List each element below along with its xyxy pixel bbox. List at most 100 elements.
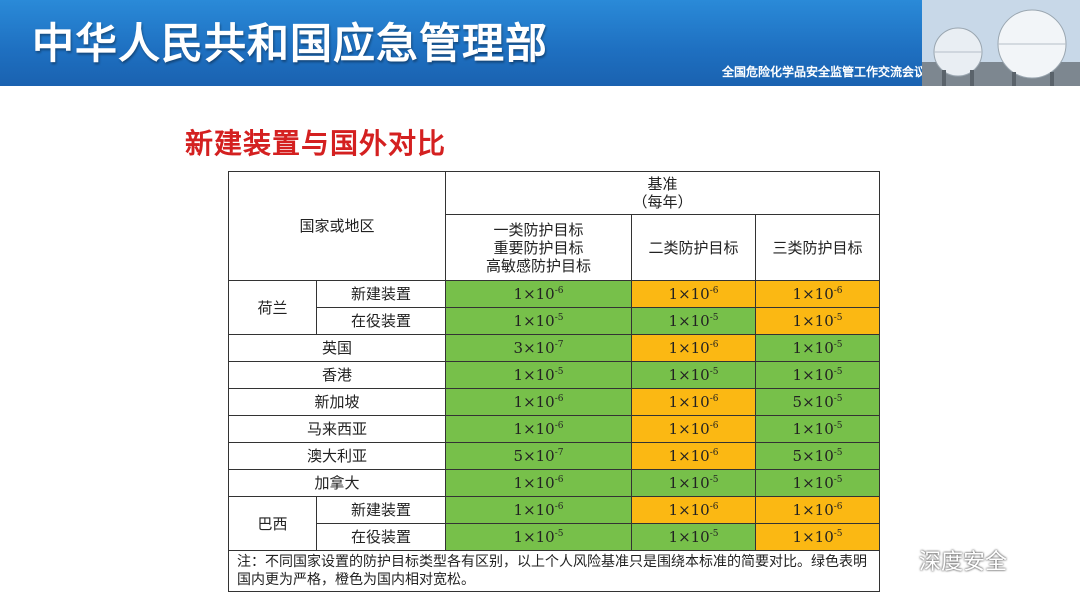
times-ten: ×10 <box>678 528 710 546</box>
times-ten: ×10 <box>523 312 555 330</box>
country-group-cell: 巴西 <box>228 496 317 551</box>
risk-value-cell: 1×10-5 <box>755 469 881 497</box>
risk-mantissa: 5 <box>513 447 524 465</box>
risk-exponent: -5 <box>833 394 843 404</box>
risk-exponent: -7 <box>554 340 564 350</box>
risk-value-cell: 5×10-5 <box>755 442 881 470</box>
table-row: 巴西 新建装置 1×10-6 1×10-6 1×10-6 <box>228 496 881 551</box>
times-ten: ×10 <box>678 339 710 357</box>
times-ten: ×10 <box>802 366 834 384</box>
times-ten: ×10 <box>678 474 710 492</box>
risk-value-cell: 1×10-6 <box>631 334 757 362</box>
table-row: 在役装置 1×10-5 1×10-5 1×10-5 <box>229 307 881 335</box>
risk-mantissa: 1 <box>513 285 524 303</box>
times-ten: ×10 <box>802 339 834 357</box>
risk-exponent: -7 <box>554 448 564 458</box>
risk-value-cell: 1×10-6 <box>755 496 881 524</box>
risk-exponent: -6 <box>709 502 719 512</box>
times-ten: ×10 <box>802 501 834 519</box>
risk-exponent: -6 <box>554 502 564 512</box>
risk-value-cell: 5×10-5 <box>755 388 881 416</box>
risk-mantissa: 1 <box>792 285 803 303</box>
risk-value-cell: 1×10-5 <box>755 307 881 335</box>
table-row: 荷兰 新建装置 1×10-6 1×10-6 1×10-6 <box>228 280 881 335</box>
risk-mantissa: 1 <box>668 393 679 411</box>
risk-exponent: -5 <box>833 340 843 350</box>
risk-value-cell: 1×10-5 <box>755 361 881 389</box>
risk-mantissa: 1 <box>513 474 524 492</box>
risk-mantissa: 1 <box>513 393 524 411</box>
times-ten: ×10 <box>678 447 710 465</box>
times-ten: ×10 <box>802 420 834 438</box>
country-name-cell: 英国 <box>227 334 447 362</box>
times-ten: ×10 <box>523 339 555 357</box>
risk-mantissa: 1 <box>792 528 803 546</box>
risk-exponent: -6 <box>554 286 564 296</box>
risk-exponent: -6 <box>709 340 719 350</box>
risk-mantissa: 1 <box>668 528 679 546</box>
risk-mantissa: 3 <box>513 339 524 357</box>
risk-exponent: -5 <box>554 529 564 539</box>
risk-exponent: -5 <box>833 448 843 458</box>
table-row: 英国 3×10-7 1×10-6 1×10-5 <box>227 334 881 362</box>
risk-exponent: -5 <box>554 367 564 377</box>
times-ten: ×10 <box>802 528 834 546</box>
risk-mantissa: 1 <box>513 420 524 438</box>
risk-value-cell: 1×10-6 <box>631 442 757 470</box>
risk-value-cell: 3×10-7 <box>445 334 633 362</box>
risk-value-cell: 1×10-5 <box>631 523 757 551</box>
risk-mantissa: 1 <box>792 366 803 384</box>
risk-mantissa: 1 <box>668 366 679 384</box>
installation-type-cell: 新建装置 <box>315 280 447 308</box>
category-1-header: 一类防护目标 重要防护目标 高敏感防护目标 <box>445 214 633 281</box>
risk-mantissa: 1 <box>668 474 679 492</box>
table-row: 马来西亚 1×10-6 1×10-6 1×10-5 <box>227 415 881 443</box>
times-ten: ×10 <box>678 312 710 330</box>
risk-value-cell: 1×10-6 <box>631 496 757 524</box>
category-1-line: 高敏感防护目标 <box>486 256 592 275</box>
times-ten: ×10 <box>523 447 555 465</box>
risk-value-cell: 1×10-6 <box>445 469 633 497</box>
installation-type-cell: 在役装置 <box>315 307 447 335</box>
category-3-header: 三类防护目标 <box>755 214 881 281</box>
header-banner: 中华人民共和国应急管理部 全国危险化学品安全监管工作交流会议 <box>0 0 1080 86</box>
risk-mantissa: 1 <box>513 312 524 330</box>
times-ten: ×10 <box>523 393 555 411</box>
risk-exponent: -5 <box>833 367 843 377</box>
risk-exponent: -5 <box>709 475 719 485</box>
risk-exponent: -6 <box>554 394 564 404</box>
baseline-unit: （每年） <box>632 193 693 211</box>
baseline-label: 基准 <box>647 175 678 193</box>
banner-title: 中华人民共和国应急管理部 <box>32 19 549 68</box>
risk-mantissa: 1 <box>513 528 524 546</box>
table-row: 新加坡 1×10-6 1×10-6 5×10-5 <box>227 388 881 416</box>
installation-type-cell: 在役装置 <box>315 523 447 551</box>
risk-mantissa: 1 <box>513 366 524 384</box>
times-ten: ×10 <box>802 474 834 492</box>
table-row: 澳大利亚 5×10-7 1×10-6 5×10-5 <box>227 442 881 470</box>
storage-tank-photo <box>922 0 1080 86</box>
slide-title: 新建装置与国外对比 <box>185 127 447 160</box>
risk-value-cell: 1×10-6 <box>755 280 881 308</box>
times-ten: ×10 <box>523 285 555 303</box>
times-ten: ×10 <box>678 393 710 411</box>
times-ten: ×10 <box>523 474 555 492</box>
times-ten: ×10 <box>678 366 710 384</box>
country-name-cell: 马来西亚 <box>227 415 447 443</box>
risk-exponent: -6 <box>709 421 719 431</box>
risk-mantissa: 5 <box>792 447 803 465</box>
risk-value-cell: 1×10-6 <box>631 415 757 443</box>
risk-value-cell: 1×10-5 <box>755 415 881 443</box>
risk-exponent: -5 <box>833 475 843 485</box>
risk-exponent: -6 <box>554 475 564 485</box>
category-1-line: 一类防护目标 <box>493 220 584 239</box>
risk-mantissa: 1 <box>792 339 803 357</box>
risk-mantissa: 1 <box>792 420 803 438</box>
risk-value-cell: 1×10-6 <box>445 496 633 524</box>
times-ten: ×10 <box>678 501 710 519</box>
table-row: 香港 1×10-5 1×10-5 1×10-5 <box>227 361 881 389</box>
times-ten: ×10 <box>523 366 555 384</box>
risk-value-cell: 1×10-5 <box>445 307 633 335</box>
installation-type-cell: 新建装置 <box>315 496 447 524</box>
risk-exponent: -5 <box>709 367 719 377</box>
